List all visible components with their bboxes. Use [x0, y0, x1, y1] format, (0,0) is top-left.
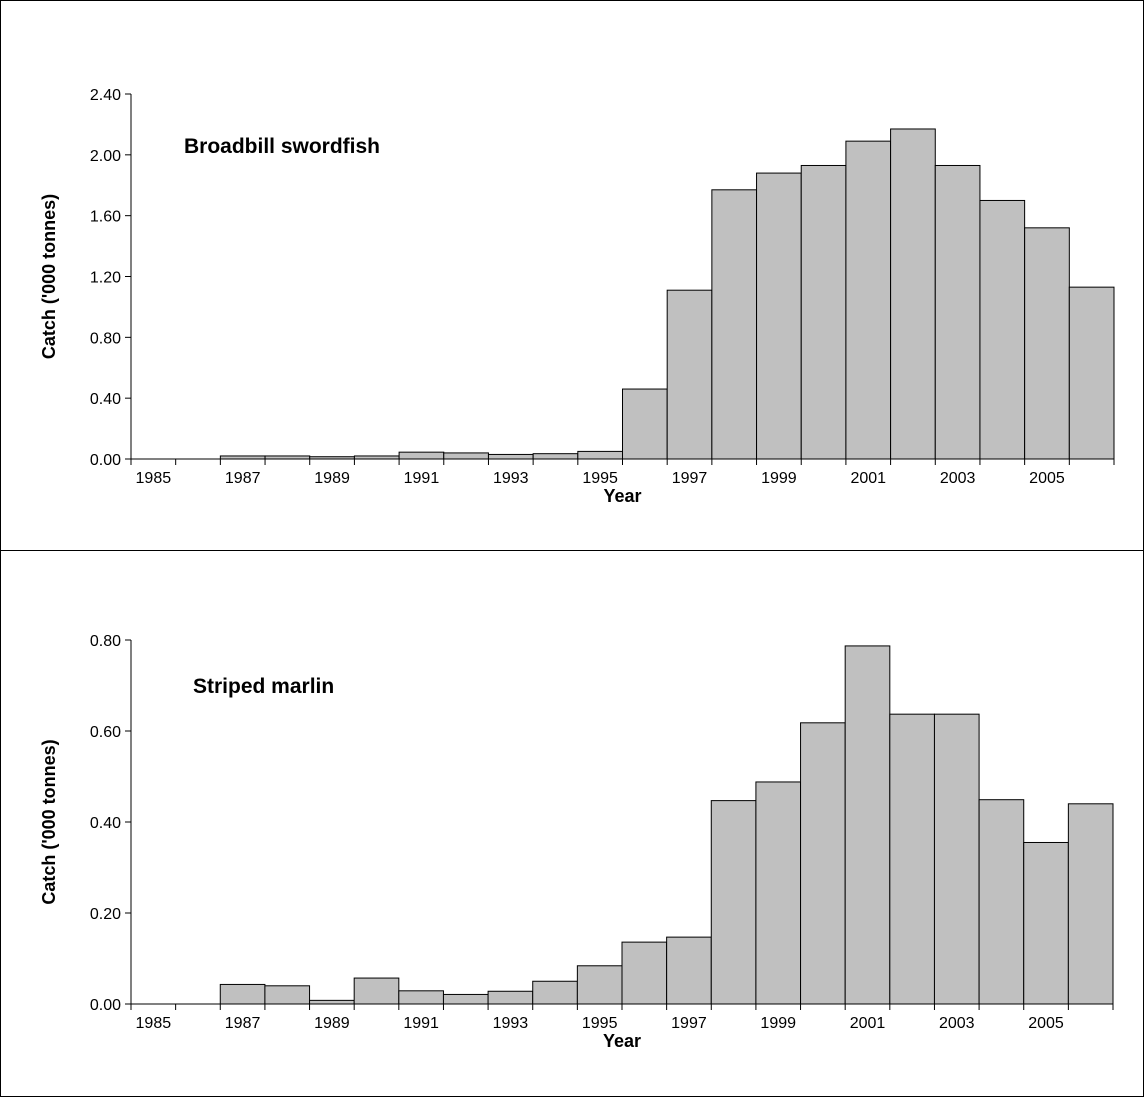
y-tick-label: 1.20: [90, 270, 121, 287]
x-tick-label: 1987: [225, 1015, 261, 1032]
x-tick-label: 1985: [136, 1015, 172, 1032]
bar-1995: [577, 450, 624, 460]
y-axis-title: Catch ('000 tonnes): [39, 739, 59, 904]
y-tick-label: 0.40: [90, 815, 121, 832]
bar-2006: [1068, 286, 1115, 460]
bar-1992: [443, 452, 489, 460]
y-tick-label: 0.40: [90, 391, 121, 408]
bar-2003: [933, 713, 980, 1005]
bar-1988: [264, 985, 311, 1005]
x-tick-label: 1999: [760, 1015, 796, 1032]
bar-1992: [442, 993, 489, 1005]
bar-1997: [666, 289, 713, 460]
x-tick-label: 1997: [671, 1015, 707, 1032]
bar-2003: [934, 164, 981, 460]
x-tick-label: 1993: [493, 470, 529, 487]
x-tick-label: 1985: [136, 470, 172, 487]
y-tick-label: 0.80: [90, 330, 121, 347]
bar-1993: [487, 453, 534, 460]
x-tick-label: 1991: [403, 1015, 439, 1032]
x-tick-label: 2005: [1028, 1015, 1064, 1032]
x-axis-title: Year: [603, 1031, 641, 1051]
bar-2000: [800, 164, 847, 460]
bar-1997: [666, 936, 712, 1005]
bar-1990: [353, 977, 400, 1005]
bar-2002: [890, 128, 936, 460]
x-tick-label: 2003: [939, 1015, 975, 1032]
bar-2002: [889, 713, 935, 1005]
bar-1994: [532, 980, 578, 1005]
x-tick-label: 1997: [672, 470, 708, 487]
x-tick-label: 1989: [314, 470, 350, 487]
bar-1996: [621, 941, 668, 1005]
chart-panel-striped-marlin: 0.00 0.20 0.40 0.60 0.80 1985 1987 1989 1991 1993…: [0, 550, 1144, 1097]
chart-title: Striped marlin: [193, 675, 334, 698]
chart-panel-swordfish: 0.00 0.40 0.80 1.20 1.60 2.00 2.40 1985 1987 1989…: [0, 0, 1144, 551]
bar-2001: [845, 140, 892, 460]
y-tick-label: 0.60: [90, 724, 121, 741]
x-tick-label: 1995: [582, 470, 618, 487]
bar-1999: [755, 781, 802, 1005]
bar-2005: [1023, 841, 1069, 1005]
x-axis-title: Year: [603, 486, 641, 506]
bar-2005: [1024, 227, 1070, 460]
bar-2006: [1067, 803, 1114, 1005]
x-tick-label: 2001: [850, 470, 886, 487]
bar-2000: [800, 722, 846, 1005]
y-tick-label: 0.00: [90, 997, 121, 1014]
bar-1998: [710, 800, 757, 1005]
y-tick-label: 0.80: [90, 633, 121, 650]
y-axis-title: Catch ('000 tonnes): [39, 194, 59, 359]
bar-1991: [398, 990, 444, 1005]
x-tick-label: 2003: [940, 470, 976, 487]
bar-1989: [309, 999, 355, 1005]
bar-1994: [532, 453, 579, 460]
bar-2001: [844, 645, 891, 1005]
striped-marlin-catch-chart: 0.00 0.20 0.40 0.60 0.80 1985 1987 1989 1991 1993…: [39, 633, 1114, 1051]
x-tick-label: 1987: [225, 470, 261, 487]
bar-1998: [711, 189, 758, 460]
bar-1996: [622, 388, 668, 460]
y-tick-label: 0.20: [90, 906, 121, 923]
x-tick-label: 1995: [582, 1015, 618, 1032]
x-tick-label: 1991: [404, 470, 440, 487]
bar-1993: [487, 990, 534, 1005]
y-tick-label: 2.40: [90, 87, 121, 104]
x-tick-label: 1993: [493, 1015, 529, 1032]
y-tick-label: 1.60: [90, 209, 121, 226]
x-tick-label: 2005: [1029, 470, 1065, 487]
y-tick-label: 0.00: [90, 452, 121, 469]
bar-2004: [978, 799, 1025, 1005]
y-tick-label: 2.00: [90, 148, 121, 165]
chart-title: Broadbill swordfish: [184, 135, 380, 158]
bar-1987: [219, 983, 266, 1005]
bar-1991: [398, 451, 445, 460]
x-tick-label: 1989: [314, 1015, 350, 1032]
bar-2004: [979, 199, 1026, 460]
x-tick-label: 2001: [850, 1015, 886, 1032]
bar-1995: [576, 965, 623, 1005]
x-tick-label: 1999: [761, 470, 797, 487]
bar-1999: [756, 172, 802, 460]
swordfish-catch-chart: 0.00 0.40 0.80 1.20 1.60 2.00 2.40 1985 1987 1989…: [39, 87, 1115, 506]
